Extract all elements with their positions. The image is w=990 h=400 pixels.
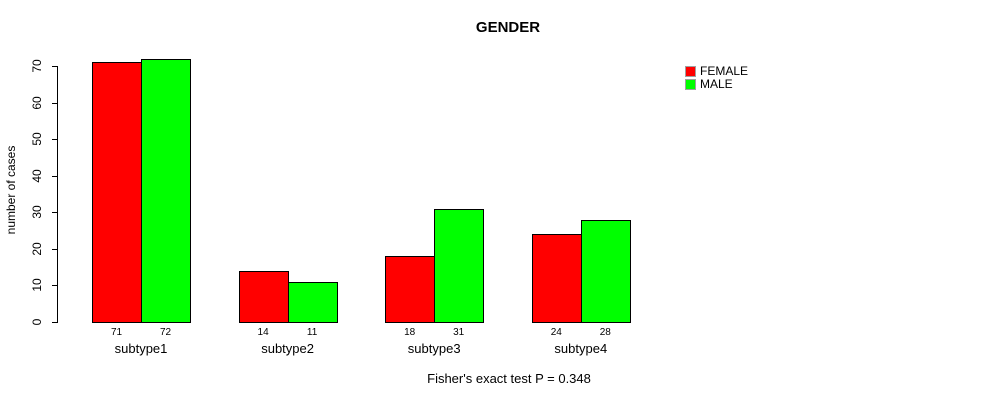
legend-swatch-female [685,65,696,77]
y-tick-mark [52,102,58,104]
y-tick-mark [52,248,58,250]
bar-male-subtype1 [141,58,191,323]
bar-value-label: 14 [257,327,269,338]
y-tick-mark [52,285,58,287]
bar-female-subtype4 [531,234,582,323]
y-tick-label: 70 [30,59,44,73]
y-tick-mark [52,66,58,67]
bar-male-subtype2 [287,281,338,323]
category-label-subtype2: subtype2 [261,341,314,356]
y-axis-label: number of cases [4,145,18,235]
bar-value-label: 71 [110,327,123,338]
legend-entry-female: FEMALE [685,64,749,78]
category-label-subtype4: subtype4 [554,341,608,356]
bar-value-label: 18 [404,327,416,338]
legend-entry-male: MALE [685,77,748,91]
bar-female-subtype2 [238,270,289,323]
y-axis-line [57,66,58,323]
legend-label: MALE [700,77,733,91]
bar-value-label: 72 [159,327,172,338]
y-tick-label: 20 [30,242,44,256]
y-tick-label: 0 [30,318,44,326]
bar-value-label: 28 [599,327,611,338]
legend: FEMALE MALE [685,64,749,91]
bar-female-subtype3 [385,256,436,323]
y-tick-mark [52,175,58,177]
y-tick-mark [52,322,58,323]
bar-female-subtype1 [92,62,142,323]
y-tick-label: 30 [30,205,44,219]
legend-swatch-male [685,78,696,90]
category-label-subtype3: subtype3 [407,341,461,356]
y-tick-label: 10 [30,278,44,293]
bar-value-label: 11 [306,327,318,338]
chart-title: GENDER [475,19,541,36]
y-tick-label: 60 [30,95,44,110]
bar-value-label: 24 [550,327,562,338]
bar-male-subtype4 [580,219,631,323]
y-tick-label: 50 [30,132,44,146]
bar-male-subtype3 [434,208,485,323]
category-label-subtype1: subtype1 [114,341,168,356]
y-tick-label: 40 [30,169,44,183]
y-tick-mark [52,139,58,141]
y-tick-mark [52,212,58,214]
bar-value-label: 31 [453,327,465,338]
caption-fisher-test: Fisher's exact test P = 0.348 [427,371,591,386]
legend-label: FEMALE [700,64,749,78]
